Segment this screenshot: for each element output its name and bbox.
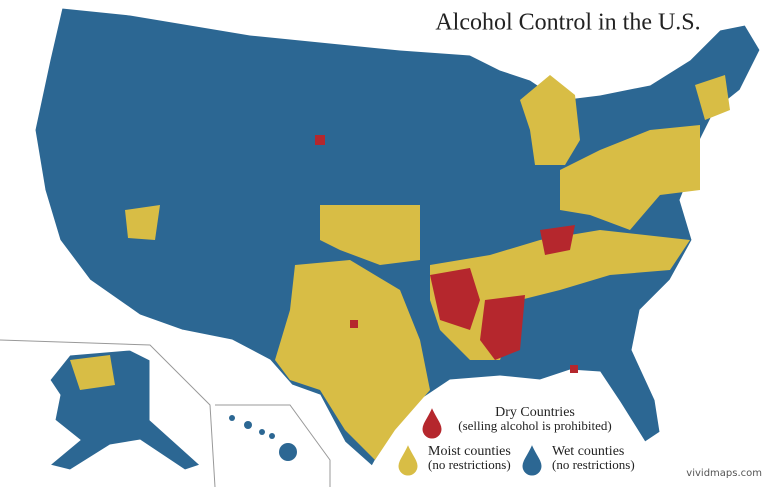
island xyxy=(229,415,235,421)
legend-label: Wet counties xyxy=(552,444,624,459)
title: Alcohol Control in the U.S. xyxy=(435,10,700,36)
alaska-frame xyxy=(0,339,216,487)
legend-label: Moist counties xyxy=(428,444,511,459)
legend-sublabel: (selling alcohol is prohibited) xyxy=(458,418,611,433)
legend-sublabel: (no restrictions) xyxy=(428,457,511,472)
credit: vividmaps.com xyxy=(686,468,762,479)
moist-area xyxy=(695,75,730,120)
legend-sublabel: (no restrictions) xyxy=(552,457,635,472)
dry-area xyxy=(480,295,525,360)
legend: Dry Countries(selling alcohol is prohibi… xyxy=(397,405,635,477)
legend-drop xyxy=(397,442,419,477)
island xyxy=(259,429,265,435)
island xyxy=(269,433,275,439)
dry-area xyxy=(540,225,575,255)
moist-area xyxy=(520,75,580,165)
inset-frames xyxy=(0,339,331,487)
island xyxy=(279,443,297,461)
land xyxy=(34,7,761,467)
legend-drop xyxy=(521,442,543,477)
moist-area xyxy=(320,205,420,265)
hawaii-frame xyxy=(215,404,331,487)
hawaii xyxy=(229,415,297,461)
dry-area xyxy=(350,320,358,328)
moist-area xyxy=(560,125,700,230)
dry-area xyxy=(570,365,578,373)
alaska-moist xyxy=(70,355,115,390)
island xyxy=(244,421,252,429)
alaska xyxy=(48,349,201,471)
dry-area xyxy=(315,135,325,145)
moist-area xyxy=(125,205,160,240)
moist-area xyxy=(275,260,430,460)
dry-area xyxy=(430,268,480,330)
legend-drop xyxy=(421,405,443,440)
legend-label: Dry Countries xyxy=(495,405,575,420)
